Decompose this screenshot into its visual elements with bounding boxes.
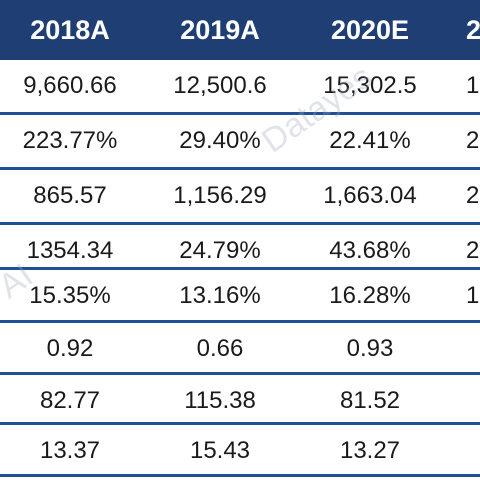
table-row: 865.57 1,156.29 1,663.04 2, <box>0 170 480 222</box>
row-divider <box>0 422 480 425</box>
table-cell: 223.77% <box>22 127 118 154</box>
table-row: 13.37 15.43 13.27 <box>0 425 480 477</box>
row-divider <box>0 112 480 115</box>
table-cell <box>440 425 480 477</box>
table-row: 82.77 115.38 81.52 <box>0 375 480 427</box>
table-cell: 81.52 <box>339 387 401 414</box>
table-cell: 1,663.04 <box>323 182 417 209</box>
table-cell: 13.37 <box>39 437 101 464</box>
table-cell: 16.28% <box>329 282 411 309</box>
table-cell: 0.92 <box>46 335 94 362</box>
table-cell: 1354.34 <box>26 237 114 264</box>
table-cell: 13.16% <box>179 282 261 309</box>
table-row: 223.77% 29.40% 22.41% 2 <box>0 115 480 167</box>
table-cell: 18 <box>466 72 480 99</box>
table-row: 0.92 0.66 0.93 <box>0 323 480 375</box>
table-cell: 0.93 <box>346 335 394 362</box>
table-row: 15.35% 13.16% 16.28% 1 <box>0 270 480 322</box>
table-header: 2018A 2019A 2020E 2 <box>0 0 480 60</box>
row-divider <box>0 222 480 225</box>
table-cell: 12,500.6 <box>173 72 267 99</box>
table-cell: 115.38 <box>184 387 256 414</box>
table-cell: 24.79% <box>179 237 261 264</box>
table-cell: 865.57 <box>33 182 107 209</box>
table-cell <box>440 323 480 375</box>
header-col-2019a: 2019A <box>180 15 260 45</box>
table-cell: 15,302.5 <box>323 72 417 99</box>
table-cell: 15.35% <box>29 282 111 309</box>
table-cell: 15.43 <box>189 437 251 464</box>
table-cell: 13.27 <box>339 437 401 464</box>
header-col-partial: 2 <box>466 15 480 45</box>
header-col-2020e: 2020E <box>330 15 410 45</box>
table-cell: 9,660.66 <box>23 72 117 99</box>
table-cell <box>440 375 480 427</box>
row-divider <box>0 372 480 375</box>
row-divider <box>0 320 480 323</box>
table-cell: 2 <box>466 127 480 154</box>
table-cell: 1 <box>466 282 480 309</box>
table-cell: 1,156.29 <box>173 182 267 209</box>
table-row: 1354.34 24.79% 43.68% 2 <box>0 225 480 277</box>
table-cell: 2 <box>466 237 480 264</box>
table-cell: 43.68% <box>329 237 411 264</box>
table-row: 9,660.66 12,500.6 15,302.5 18 <box>0 60 480 112</box>
table-cell: 2, <box>466 182 480 209</box>
row-divider <box>0 474 480 477</box>
row-divider <box>0 167 480 170</box>
table-cell: 29.40% <box>179 127 261 154</box>
header-col-2018a: 2018A <box>30 15 110 45</box>
table-cell: 82.77 <box>39 387 101 414</box>
table-cell: 22.41% <box>329 127 411 154</box>
table-cell: 0.66 <box>196 335 244 362</box>
row-divider <box>0 267 480 270</box>
